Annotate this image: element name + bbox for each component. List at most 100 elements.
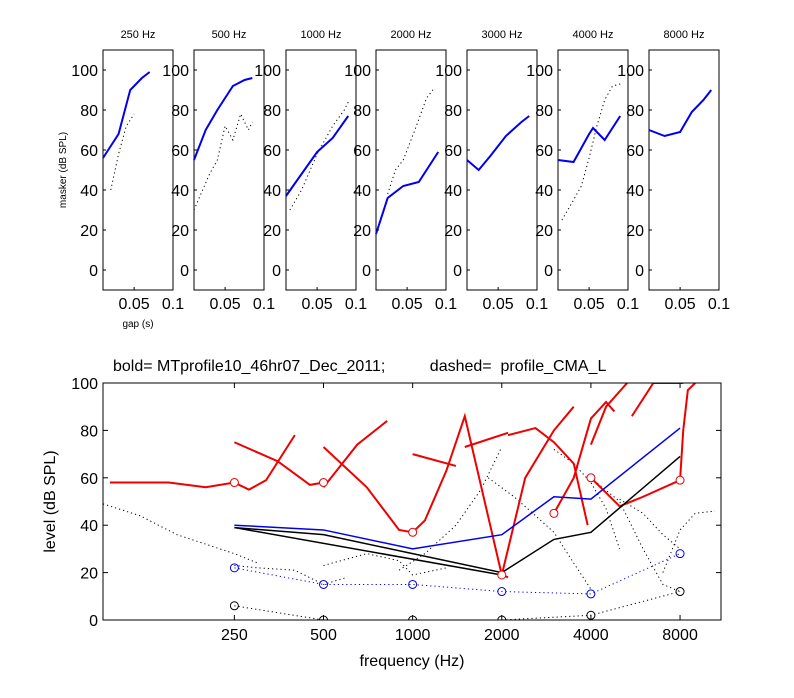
x-tick-label: 0.1 [253,296,275,313]
panel-title: 500 Hz [212,29,247,41]
y-tick-label: 80 [80,423,98,440]
y-tick-label: 0 [635,263,644,280]
dotted-reference-curve [662,510,716,573]
dotted-reference-curve [103,503,259,564]
panel-frame [375,49,447,291]
y-tick-label: 20 [535,223,553,240]
x-tick-label: 0.1 [345,296,367,313]
panel-frame [648,49,720,291]
y-tick-label: 20 [626,223,644,240]
main-plot-area [103,383,716,620]
x-tick-label: 0.05 [574,296,605,313]
series-marker [586,589,596,599]
red-masking-curve [109,434,296,491]
series-marker [675,549,685,559]
x-tick-label: 0.1 [617,296,639,313]
y-tick-label: 80 [80,103,98,120]
series-marker [497,587,507,597]
x-tick-label: 0.1 [526,296,548,313]
red-marker [586,473,596,483]
y-tick-label: 40 [535,183,553,200]
red-marker [408,527,418,537]
series-bold-line [375,151,440,235]
y-tick-label: 60 [171,143,189,160]
series-dotted-line [387,87,435,195]
x-tick-label: 0.05 [210,296,241,313]
main-frame [102,382,722,621]
panel-frame [102,49,174,291]
y-tick-label: 20 [353,223,371,240]
y-tick-label: 40 [626,183,644,200]
y-tick-label: 60 [626,143,644,160]
series-solid-line [234,427,681,550]
x-tick-label: 4000 [573,627,609,644]
series-marker [229,601,239,611]
red-masking-curve [322,420,388,488]
series-solid-line [234,455,681,574]
x-tick-label: 0.05 [665,296,696,313]
y-tick-label: 20 [171,223,189,240]
y-tick-label: 80 [626,103,644,120]
main-title: bold= MTprofile10_46hr07_Dec_2011; dashe… [113,358,606,375]
series-dotted-line [234,553,681,595]
red-masking-curve [631,383,684,417]
y-tick-label: 100 [435,63,462,80]
panel-title: 2000 Hz [391,29,432,41]
y-tick-label: 40 [80,518,98,535]
panel-title: 4000 Hz [573,29,614,41]
panel-4: 2000 Hz 0 20 40 60 80 100 0.05 0.1 [344,29,457,313]
red-marker [319,478,329,488]
y-tick-label: 100 [71,376,98,393]
red-masking-curve [590,477,681,508]
y-tick-label: 60 [353,143,371,160]
y-tick-label: 20 [80,223,98,240]
dotted-reference-curve [619,498,681,550]
panel-title: 1000 Hz [301,29,342,41]
dotted-reference-curve [234,564,348,585]
series-dotted-line [110,113,135,191]
y-tick-label: 0 [362,263,371,280]
main-x-axis-label: frequency (Hz) [360,653,465,670]
red-masking-curve [589,383,628,445]
y-tick-label: 100 [162,63,189,80]
series-dotted-line [234,591,681,620]
series-bold-line [102,71,151,159]
y-tick-label: 0 [89,263,98,280]
red-marker [549,508,559,518]
panel-title: 3000 Hz [482,29,523,41]
y-tick-label: 20 [263,223,281,240]
y-tick-label: 0 [453,263,462,280]
series-bold-line [466,115,530,172]
panel-frame [466,49,538,291]
y-tick-label: 60 [80,471,98,488]
dotted-reference-curve [323,553,447,576]
red-masking-curve [233,441,324,486]
y-tick-label: 20 [444,223,462,240]
series-dotted-line [193,112,253,211]
panel-1: 250 Hz 0 20 40 60 80 100 0.05 0.1 masker (dB SPL)… [58,29,184,330]
y-tick-label: 40 [171,183,189,200]
main-plot: bold= MTprofile10_46hr07_Dec_2011; dashe… [42,358,722,670]
y-tick-label: 40 [353,183,371,200]
red-marker [229,478,239,488]
panel-title: 250 Hz [121,29,156,41]
y-tick-label: 0 [272,263,281,280]
y-tick-label: 80 [263,103,281,120]
panel-x-axis-label: gap (s) [122,319,153,330]
panel-6: 4000 Hz 0 20 40 60 80 100 0.05 0.1 [526,29,639,313]
x-tick-label: 2000 [484,627,520,644]
main-y-axis-label: level (dB SPL) [42,450,59,552]
series-marker [675,587,685,597]
panel-3: 1000 Hz 0 20 40 60 80 100 0.05 0.1 [254,29,367,313]
panel-5: 3000 Hz 0 20 40 60 80 100 0.05 0.1 [435,29,548,313]
x-tick-label: 0.05 [392,296,423,313]
x-tick-label: 0.05 [302,296,333,313]
y-tick-label: 60 [444,143,462,160]
x-tick-label: 1000 [395,627,431,644]
panel-title: 8000 Hz [664,29,705,41]
x-tick-label: 0.1 [708,296,730,313]
x-tick-label: 500 [310,627,337,644]
y-tick-label: 80 [353,103,371,120]
series-dotted-line [561,83,621,221]
panel-frame [285,49,357,291]
